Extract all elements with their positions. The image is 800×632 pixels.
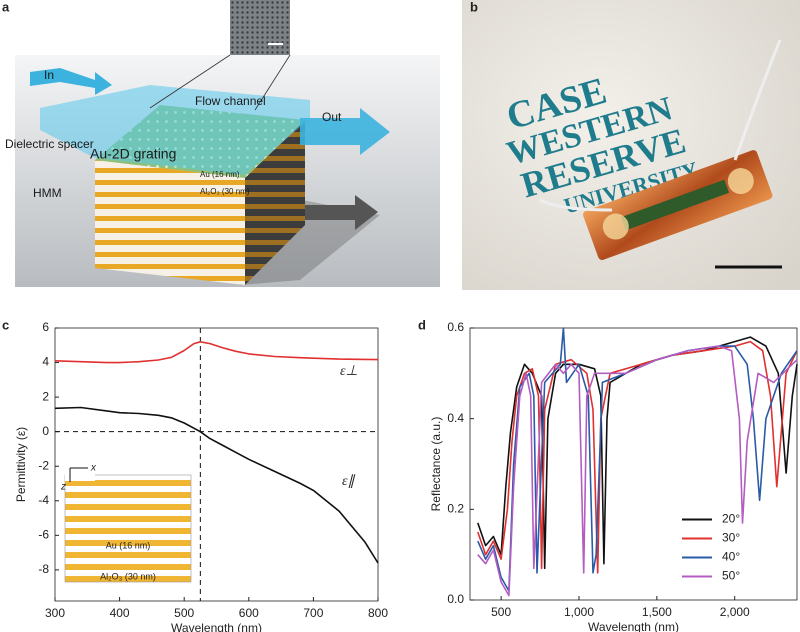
- panel-label: d: [418, 317, 426, 332]
- label: HMM: [33, 186, 62, 200]
- y-tick-label: -8: [38, 562, 49, 576]
- y-tick-label: 0: [42, 424, 49, 438]
- x-tick-label: 1,000: [564, 605, 594, 619]
- inlet-arrow: [30, 68, 112, 95]
- panel-label: a: [2, 0, 10, 14]
- label: Al₂O₃ (30 nm): [200, 187, 250, 196]
- y-tick-label: 0.2: [447, 502, 464, 516]
- inset: x z Au (16 nm) Al₂O₃ (30 nm): [60, 463, 192, 583]
- tube: [733, 39, 782, 161]
- y-axis-label: Permittivity (ε): [14, 427, 28, 502]
- series-line: [54, 406, 379, 564]
- flow-channel: [40, 85, 310, 175]
- inset-axes-bg: [65, 465, 95, 481]
- arrow: [300, 195, 378, 230]
- series-line: [477, 327, 798, 592]
- legend-label: 50°: [722, 569, 740, 583]
- inset-label: Al₂O₃ (30 nm): [100, 571, 156, 581]
- label: Au (16 nm): [200, 170, 240, 179]
- label: Dielectric spacer: [5, 137, 94, 151]
- label: Au-2D grating: [90, 146, 176, 162]
- series-label: ε⊥: [340, 364, 358, 379]
- layer-stack-front: [95, 160, 245, 285]
- panel-b: CASE WESTERN RESERVE UNIVERSITY b: [462, 0, 800, 290]
- charts: 300 400 500 600 700 800 -8 -6 -4 -2 0 2 4 6 Wavelength…: [14, 320, 798, 632]
- y-tick-label: 0.6: [447, 320, 464, 334]
- x-tick-label: 400: [110, 606, 130, 620]
- y-tick-label: -4: [38, 493, 49, 507]
- x-tick-label: 2,000: [720, 605, 750, 619]
- inset-layers: [64, 474, 192, 583]
- series-line: [477, 340, 798, 574]
- y-tick-label: -6: [38, 528, 49, 542]
- tube: [539, 198, 613, 212]
- x-axis-label: Wavelength (nm): [171, 621, 262, 632]
- series-label: ε∥: [342, 474, 356, 489]
- series-line: [54, 341, 379, 364]
- panel-label: c: [2, 317, 9, 332]
- y-axis-label: Reflectance (a.u.): [429, 417, 443, 512]
- label: Flow channel: [195, 94, 266, 108]
- x-tick-label: 300: [45, 606, 65, 620]
- inset-label: Au (16 nm): [106, 540, 151, 550]
- y-tick-label: -2: [38, 458, 49, 472]
- y-tick-label: 6: [42, 320, 49, 334]
- panel-label: b: [470, 0, 478, 14]
- port: [602, 213, 629, 240]
- plot-frame: [54, 327, 379, 602]
- inset-label: z: [60, 482, 66, 493]
- x-axis-label: Wavelength (nm): [588, 620, 679, 632]
- y-tick-label: 0.4: [447, 411, 464, 425]
- chip-channel: [620, 179, 730, 231]
- zoom-line: [254, 54, 291, 111]
- label: Out: [322, 110, 342, 124]
- outlet-arrow: [300, 108, 390, 155]
- legend-label: 20°: [722, 512, 740, 526]
- y-tick-label: 4: [42, 355, 49, 369]
- y-tick-label: 0.0: [447, 592, 464, 606]
- x-tick-label: 700: [303, 606, 323, 620]
- inset-label: x: [90, 463, 97, 474]
- legend-label: 40°: [722, 550, 740, 564]
- x-tick-label: 1,500: [642, 605, 672, 619]
- x-tick-label: 500: [174, 606, 194, 620]
- port: [727, 168, 754, 195]
- series-line: [477, 345, 798, 597]
- label: In: [44, 68, 54, 82]
- series-line: [477, 336, 798, 570]
- y-tick-label: 2: [42, 389, 49, 403]
- x-tick-label: 600: [239, 606, 259, 620]
- x-tick-label: 800: [368, 606, 388, 620]
- panel-a: In Flow channel Out Dielectric spacer Au…: [2, 0, 440, 287]
- zoom-line: [149, 54, 231, 109]
- chip: [583, 150, 773, 261]
- plot-frame: [469, 327, 798, 601]
- sem-inset: [230, 0, 290, 55]
- layer-stack-side: [245, 120, 305, 285]
- x-tick-label: 500: [491, 605, 511, 619]
- legend-label: 30°: [722, 531, 740, 545]
